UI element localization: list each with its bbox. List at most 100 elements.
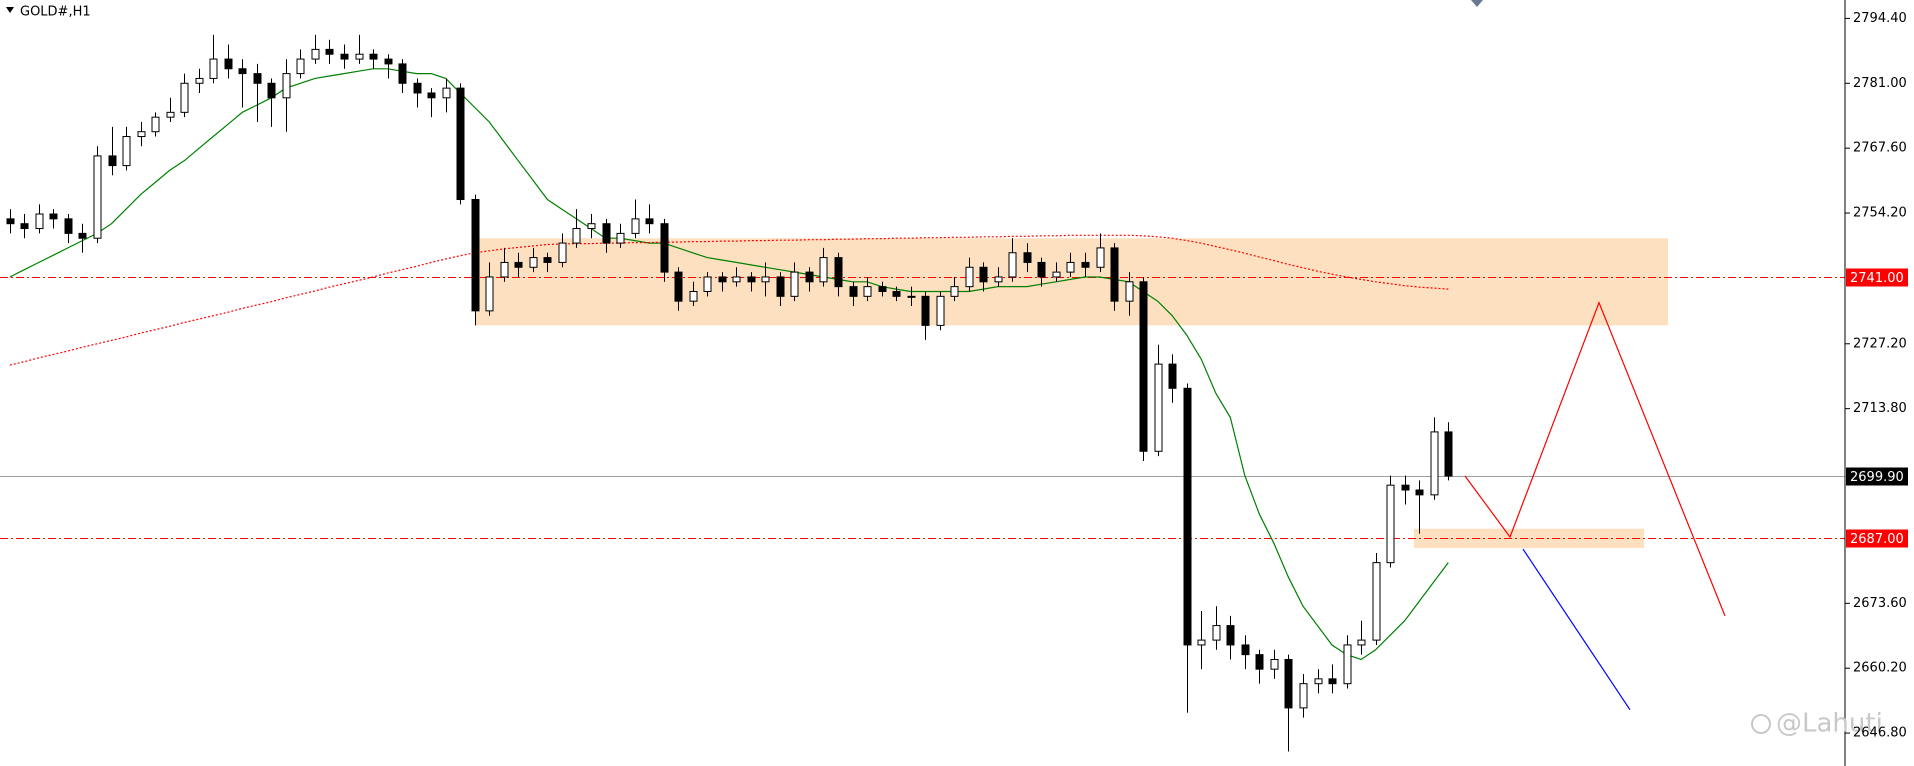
candle-body [6,218,15,225]
candle-body [427,92,436,99]
candle-body [790,271,799,297]
candle-body [631,218,640,234]
candle-body [282,73,291,99]
candle-body [471,198,480,312]
candle-body [907,295,916,298]
candle-body [834,257,843,288]
candle-body [442,87,451,99]
candle-body [1081,261,1090,268]
candle-body [500,261,509,278]
candle-body [209,58,218,79]
candle-body [950,286,959,297]
y-tick-label: 2713.80 [1853,401,1907,416]
candle-body [1357,639,1366,646]
level-label-box [1846,529,1908,548]
zones [476,238,1668,549]
level-label: 2699.90 [1850,470,1904,485]
candle-body [878,286,887,292]
symbol-menu-arrow[interactable] [6,7,14,13]
y-tick-label: 2767.60 [1853,141,1907,156]
watermark-text: @Lahuti [1776,709,1883,739]
candle-body [1139,281,1148,452]
candle-body [355,53,364,60]
candle-body [1372,562,1381,641]
candle-body [413,82,422,94]
candle-body [253,73,262,84]
candle-body [35,213,44,230]
candle-body [558,242,567,263]
y-tick-label: 2646.80 [1853,726,1907,741]
level-label: 2687.00 [1850,532,1904,547]
watermark: @Lahuti [1751,709,1883,739]
candle-body [514,261,523,268]
candle-body [78,232,87,239]
candle-body [180,82,189,113]
candle-body [485,276,494,312]
candle-body [1401,484,1410,491]
candle-body [1023,252,1032,263]
candle-body [776,276,785,297]
candle-body [195,77,204,84]
candle-body [921,295,930,326]
candle-body [369,53,378,60]
candle-body [311,48,320,60]
candle-body [49,213,58,220]
candle-body [108,155,117,167]
candle-body [1096,247,1105,268]
candle-body [1197,639,1206,646]
candle-body [1430,431,1439,496]
candle-body [398,63,407,84]
candle-body [718,276,727,283]
candle-body [572,228,581,244]
candle-body [1008,252,1017,278]
y-tick-label: 2754.20 [1853,206,1907,221]
candle-body [1270,658,1279,670]
candle-body [616,232,625,244]
candle-body [747,276,756,283]
candle-body [761,276,770,283]
candle-body [703,276,712,292]
y-tick-label: 2794.40 [1853,11,1907,26]
candle-body [1386,484,1395,564]
chart-title: GOLD#,H1 [20,5,91,20]
candle-body [979,266,988,283]
zone [1414,528,1644,549]
candle-body [660,223,669,273]
candle-body [805,271,814,283]
candle-body [384,58,393,65]
candle-body [166,111,175,118]
projection-line [1464,300,1726,617]
level-label-box [1846,268,1908,287]
candle-body [892,290,901,297]
candle-body [1314,678,1323,685]
candle-body [965,266,974,288]
candle-body [1299,683,1308,709]
candle-body [849,286,858,297]
candle-body [994,276,1003,283]
candle-body [602,223,611,244]
plot [0,34,1845,752]
zone [476,238,1668,326]
candle-body [1168,363,1177,389]
candle-body [456,87,465,200]
candle-body [1066,261,1075,273]
candle-body [587,223,596,230]
candle-body [1328,678,1337,685]
candle-body [151,116,160,133]
candle-body [543,257,552,263]
projection-line [1522,548,1631,711]
candle-body [863,286,872,297]
candle-body [267,82,276,99]
candle-body [325,48,334,55]
candle-body [224,58,233,70]
candle-body [20,223,29,230]
moving-average [9,68,1449,661]
y-tick-label: 2727.20 [1853,336,1907,351]
candle-body [689,290,698,302]
candle-body [1255,654,1264,670]
moving-average [9,234,1449,366]
candle-body [1183,387,1192,646]
candle-body [340,53,349,60]
